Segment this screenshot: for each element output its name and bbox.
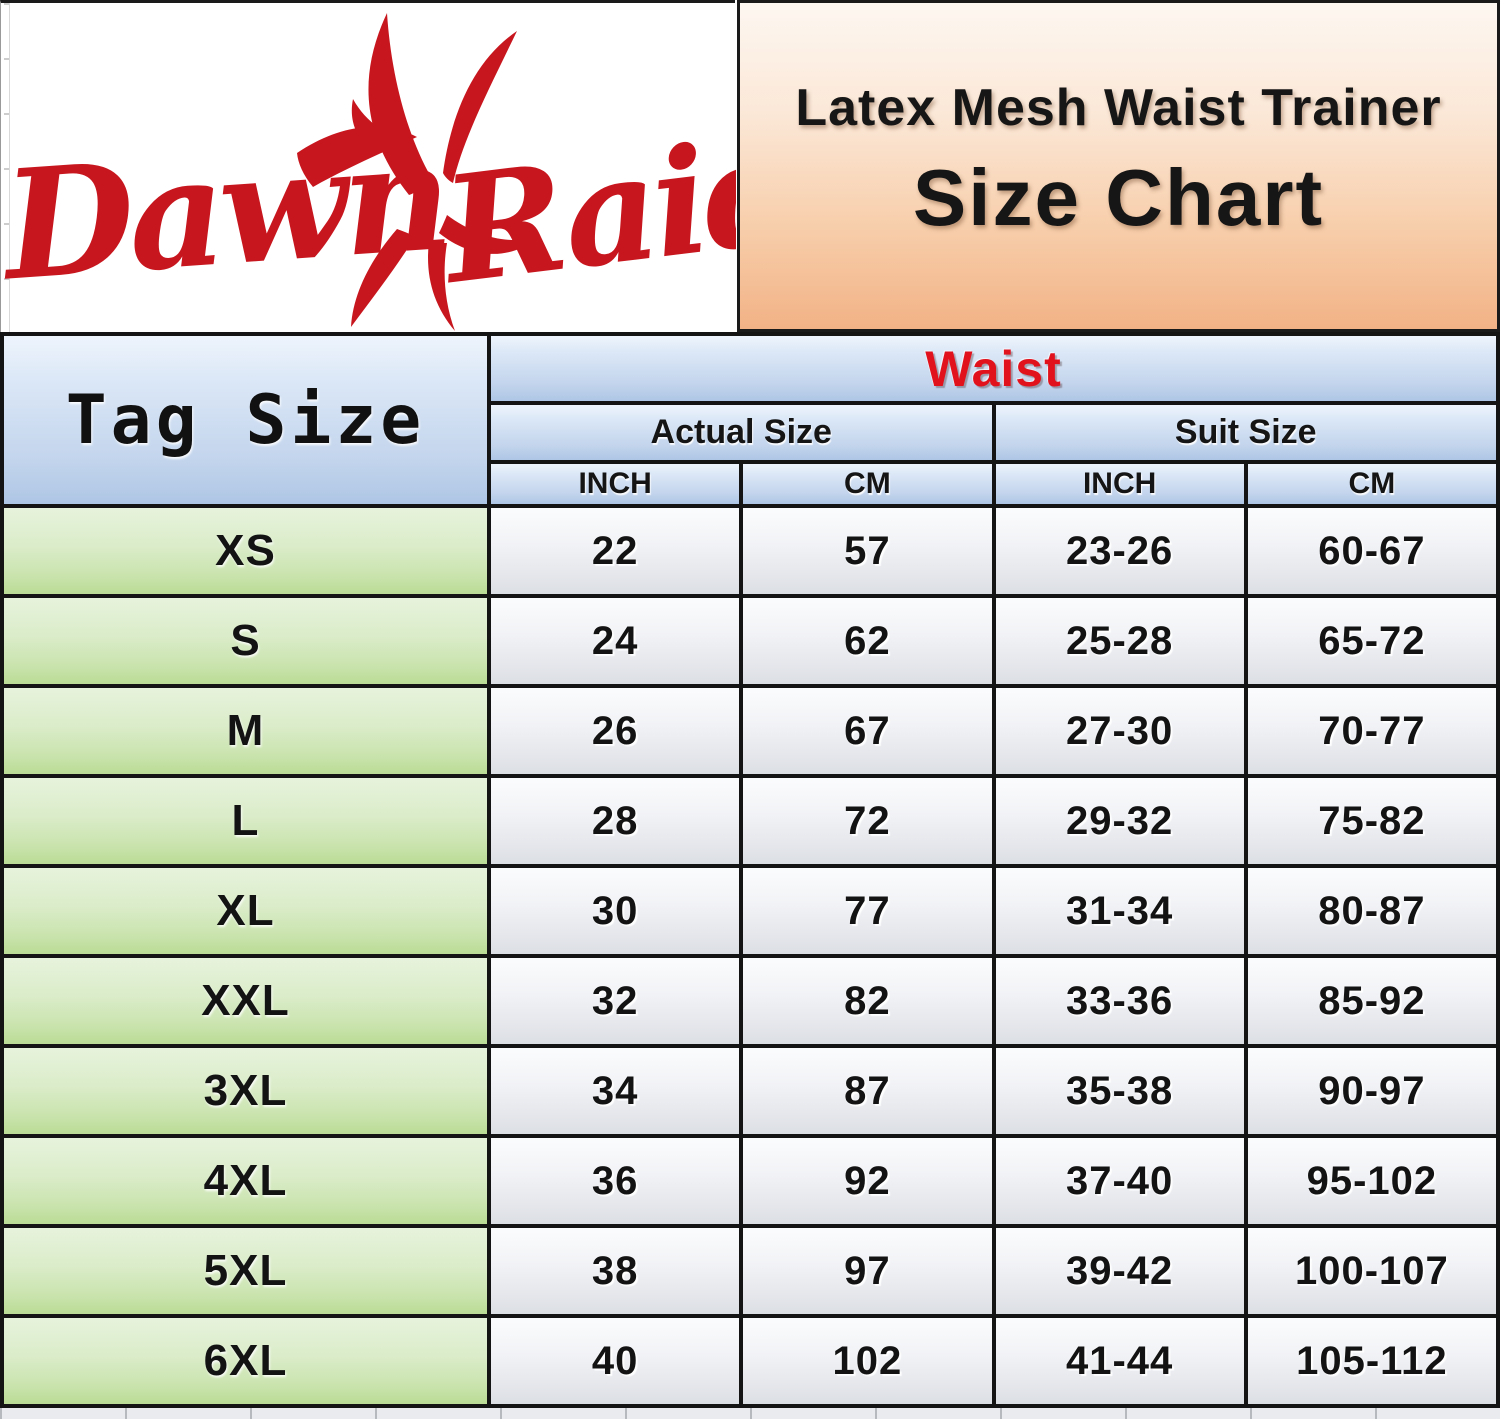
- dawn-raid-logo: Dawn Raid: [1, 13, 736, 331]
- suit-size-header: Suit Size: [995, 405, 1496, 460]
- suit-cm-cell: 65-72: [1247, 598, 1496, 684]
- suit-cm-cell: 90-97: [1247, 1048, 1496, 1134]
- unit-header-actual-cm: CM: [743, 464, 992, 504]
- size-table: Tag Size Waist Actual Size Suit Size INC…: [0, 332, 1500, 1408]
- suit-inch-cell: 35-38: [995, 1048, 1244, 1134]
- actual-inch-cell: 32: [491, 958, 740, 1044]
- spreadsheet-remnant-strip: [0, 1408, 1500, 1419]
- actual-cm-cell: 57: [743, 508, 992, 594]
- suit-cm-cell: 100-107: [1247, 1228, 1496, 1314]
- suit-inch-cell: 37-40: [995, 1138, 1244, 1224]
- suit-cm-cell: 60-67: [1247, 508, 1496, 594]
- actual-cm-cell: 62: [743, 598, 992, 684]
- actual-inch-cell: 22: [491, 508, 740, 594]
- suit-inch-cell: 41-44: [995, 1318, 1244, 1404]
- actual-size-header: Actual Size: [491, 405, 992, 460]
- actual-cm-cell: 102: [743, 1318, 992, 1404]
- suit-cm-cell: 85-92: [1247, 958, 1496, 1044]
- tag-size-header: Tag Size: [4, 336, 487, 504]
- tag-size-cell: XXL: [4, 958, 487, 1044]
- brand-logo: Dawn Raid: [0, 0, 736, 333]
- tag-size-cell: M: [4, 688, 487, 774]
- tag-size-cell: XS: [4, 508, 487, 594]
- actual-inch-cell: 38: [491, 1228, 740, 1314]
- suit-cm-cell: 75-82: [1247, 778, 1496, 864]
- suit-cm-cell: 80-87: [1247, 868, 1496, 954]
- suit-cm-cell: 95-102: [1247, 1138, 1496, 1224]
- actual-cm-cell: 82: [743, 958, 992, 1044]
- suit-cm-cell: 70-77: [1247, 688, 1496, 774]
- actual-inch-cell: 28: [491, 778, 740, 864]
- actual-inch-cell: 30: [491, 868, 740, 954]
- tag-size-cell: XL: [4, 868, 487, 954]
- brand-word-second: Raid: [431, 104, 736, 318]
- actual-inch-cell: 40: [491, 1318, 740, 1404]
- actual-cm-cell: 77: [743, 868, 992, 954]
- product-title: Latex Mesh Waist Trainer: [795, 79, 1442, 137]
- unit-header-actual-inch: INCH: [491, 464, 740, 504]
- suit-inch-cell: 29-32: [995, 778, 1244, 864]
- spreadsheet-gutter: [4, 3, 10, 333]
- suit-inch-cell: 27-30: [995, 688, 1244, 774]
- suit-inch-cell: 23-26: [995, 508, 1244, 594]
- actual-cm-cell: 87: [743, 1048, 992, 1134]
- swirl-icon: [297, 13, 539, 331]
- actual-cm-cell: 67: [743, 688, 992, 774]
- actual-cm-cell: 97: [743, 1228, 992, 1314]
- size-chart-title: Size Chart: [912, 153, 1325, 242]
- unit-header-suit-cm: CM: [1247, 464, 1496, 504]
- suit-inch-cell: 31-34: [995, 868, 1244, 954]
- tag-size-cell: 5XL: [4, 1228, 487, 1314]
- suit-inch-cell: 33-36: [995, 958, 1244, 1044]
- actual-cm-cell: 72: [743, 778, 992, 864]
- tag-size-cell: 4XL: [4, 1138, 487, 1224]
- actual-inch-cell: 26: [491, 688, 740, 774]
- suit-inch-cell: 25-28: [995, 598, 1244, 684]
- header-band: Dawn Raid Latex Mesh Waist Trainer Size …: [0, 0, 1500, 333]
- unit-header-suit-inch: INCH: [995, 464, 1244, 504]
- actual-inch-cell: 24: [491, 598, 740, 684]
- suit-cm-cell: 105-112: [1247, 1318, 1496, 1404]
- tag-size-cell: S: [4, 598, 487, 684]
- actual-cm-cell: 92: [743, 1138, 992, 1224]
- tag-size-cell: 3XL: [4, 1048, 487, 1134]
- actual-inch-cell: 34: [491, 1048, 740, 1134]
- waist-header: Waist: [491, 336, 1496, 401]
- tag-size-cell: L: [4, 778, 487, 864]
- suit-inch-cell: 39-42: [995, 1228, 1244, 1314]
- actual-inch-cell: 36: [491, 1138, 740, 1224]
- tag-size-cell: 6XL: [4, 1318, 487, 1404]
- title-box: Latex Mesh Waist Trainer Size Chart: [737, 0, 1500, 332]
- brand-word-first: Dawn: [1, 108, 451, 315]
